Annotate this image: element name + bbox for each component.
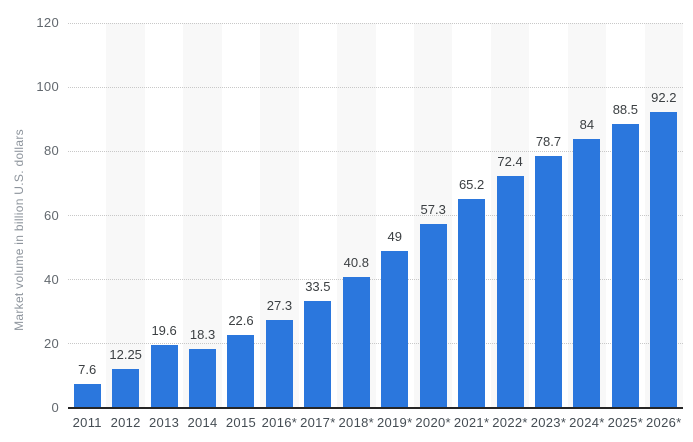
y-tick-label: 80 [43, 143, 59, 159]
bar-value-label: 57.3 [420, 202, 446, 218]
x-tick-label: 2017* [300, 415, 336, 430]
x-tick-label: 2020* [415, 415, 451, 430]
x-axis-line [68, 407, 683, 409]
x-tick-label: 2018* [338, 415, 375, 430]
bar-value-label: 84 [579, 116, 595, 132]
x-tick-label: 2022* [492, 415, 528, 430]
bar[interactable] [189, 349, 217, 408]
x-tick-label: 2011 [72, 415, 102, 430]
bar-value-label: 33.5 [305, 278, 331, 294]
y-tick-label: 0 [51, 400, 59, 415]
bar[interactable] [458, 198, 486, 408]
gridline [68, 343, 683, 345]
bar[interactable] [150, 345, 178, 408]
x-tick-label: 2024* [569, 415, 605, 430]
bar[interactable] [304, 300, 332, 408]
bar[interactable] [419, 224, 447, 408]
gridline [68, 150, 683, 152]
bar[interactable] [112, 368, 140, 408]
bar-value-label: 12.25 [109, 346, 142, 362]
bar-value-label: 65.2 [458, 176, 485, 192]
bar-value-label: 72.4 [497, 153, 523, 169]
bar-value-label: 88.5 [612, 102, 638, 118]
x-tick-label: 2012 [110, 415, 141, 430]
bar[interactable] [611, 124, 639, 408]
bar[interactable] [227, 335, 255, 408]
bar[interactable] [342, 277, 370, 408]
y-tick-label: 20 [43, 335, 59, 351]
x-tick-label: 2013 [149, 415, 180, 430]
gridline [68, 86, 683, 88]
bar-value-label: 92.2 [651, 90, 677, 106]
bar[interactable] [496, 175, 524, 408]
y-tick-label: 40 [43, 271, 59, 287]
x-tick-label: 2019* [376, 415, 413, 430]
bar-value-label: 49 [387, 228, 402, 244]
bar[interactable] [265, 320, 293, 408]
gridline [68, 215, 683, 216]
bar[interactable] [650, 112, 678, 408]
x-tick-label: 2023* [530, 415, 567, 430]
x-tick-label: 2025* [607, 415, 644, 430]
x-tick-label: 2021* [453, 415, 490, 430]
y-tick-label: 120 [36, 15, 59, 30]
y-tick-label: 60 [43, 207, 59, 223]
bar-value-label: 40.8 [343, 255, 369, 271]
bar-value-label: 18.3 [189, 327, 216, 343]
bar[interactable] [73, 383, 101, 408]
bar-value-label: 7.6 [78, 361, 97, 377]
bar-value-label: 22.6 [228, 313, 254, 329]
bar[interactable] [573, 138, 601, 408]
x-tick-label: 2016* [261, 415, 298, 430]
gridline [68, 279, 683, 281]
bar-value-label: 19.6 [151, 323, 177, 339]
x-tick-label: 2014 [187, 415, 218, 430]
bar[interactable] [534, 155, 562, 408]
y-tick-label: 100 [36, 79, 59, 95]
bar-value-label: 78.7 [535, 133, 562, 149]
x-tick-label: 2015 [225, 415, 257, 430]
bar[interactable] [381, 250, 409, 408]
x-tick-label: 2026* [646, 415, 682, 430]
gridline [68, 22, 683, 24]
bar-value-label: 27.3 [266, 298, 293, 314]
